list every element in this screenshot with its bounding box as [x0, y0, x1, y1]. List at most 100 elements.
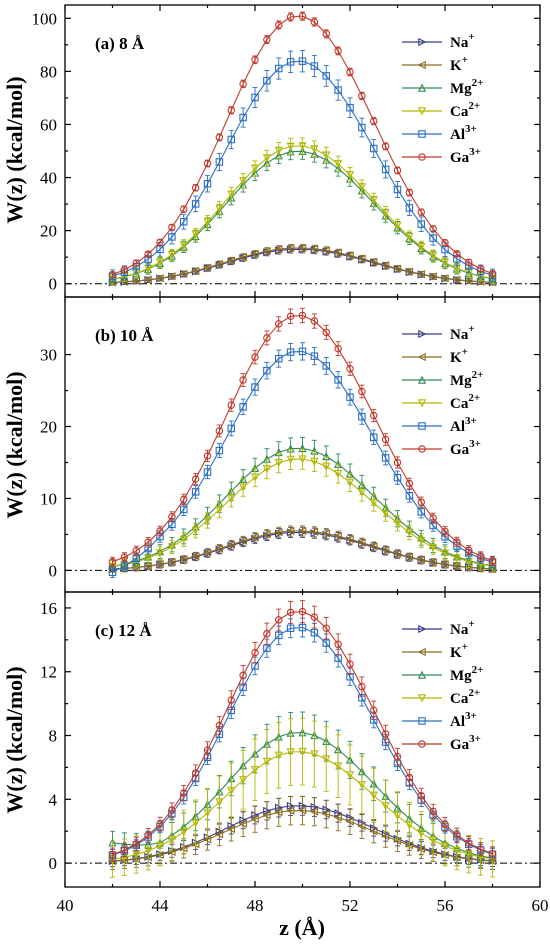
data-point — [250, 164, 260, 173]
data-point — [345, 170, 355, 180]
data-point — [333, 813, 342, 822]
data-point — [464, 839, 473, 847]
data-point — [180, 205, 188, 213]
data-point — [250, 249, 259, 258]
legend-label: K+ — [450, 54, 468, 74]
data-point — [179, 555, 188, 564]
data-point — [132, 547, 141, 555]
legend-label: Na+ — [450, 618, 475, 638]
y-axis-label-a: W(z) (kcal/mol) — [2, 76, 27, 223]
data-point — [405, 528, 414, 537]
data-point — [262, 757, 271, 766]
data-point — [215, 505, 224, 514]
data-point — [357, 183, 366, 192]
data-point — [417, 243, 426, 252]
legend-marker — [418, 422, 426, 430]
data-point — [286, 624, 295, 633]
data-point — [334, 47, 342, 55]
data-point — [227, 494, 236, 503]
data-point — [226, 824, 235, 834]
data-point — [214, 260, 224, 269]
data-point — [179, 535, 188, 544]
data-point — [298, 747, 307, 757]
x-tick-label: 56 — [437, 896, 454, 915]
x-tick-label: 48 — [247, 896, 264, 915]
data-point — [381, 165, 390, 174]
data-point — [191, 769, 200, 777]
data-point — [381, 454, 390, 462]
data-point — [155, 560, 164, 569]
data-point — [322, 72, 330, 80]
data-point — [309, 807, 319, 816]
legend-label: Ga3+ — [450, 733, 481, 753]
data-point — [262, 247, 271, 256]
data-point — [274, 631, 283, 640]
data-point — [286, 748, 295, 757]
data-point — [215, 721, 224, 730]
data-point — [417, 498, 425, 506]
data-point — [369, 791, 378, 800]
data-point — [168, 806, 176, 814]
data-point — [298, 455, 307, 464]
panel-title: (b) 10 Å — [95, 326, 154, 345]
data-point — [416, 555, 426, 564]
y-tick-label: 16 — [40, 599, 57, 618]
data-point — [227, 401, 236, 409]
legend-label: Na+ — [450, 323, 475, 343]
data-point — [357, 488, 366, 497]
legend-label: Ga3+ — [450, 146, 481, 166]
legend-marker — [418, 153, 426, 161]
data-point — [393, 166, 402, 175]
legend-marker — [417, 670, 427, 679]
data-point — [441, 527, 449, 536]
data-point — [274, 808, 283, 817]
data-point — [393, 812, 402, 821]
data-point — [120, 553, 129, 561]
data-point — [298, 57, 307, 65]
data-point — [322, 755, 331, 764]
data-point — [453, 538, 461, 546]
data-point — [345, 251, 354, 260]
data-point — [191, 183, 200, 192]
data-point — [156, 820, 164, 828]
data-point — [381, 730, 390, 738]
data-point — [227, 106, 236, 115]
data-point — [404, 552, 414, 562]
legend-marker — [418, 624, 427, 634]
data-point — [203, 746, 212, 754]
data-point — [440, 842, 450, 851]
data-point — [334, 344, 342, 353]
data-point — [346, 103, 354, 112]
data-point — [440, 560, 449, 569]
data-point — [286, 806, 295, 815]
data-point — [250, 815, 259, 824]
data-point — [405, 479, 414, 488]
data-point — [405, 492, 414, 500]
data-point — [429, 234, 437, 242]
panel-title: (a) 8 Å — [95, 34, 145, 53]
data-point — [405, 773, 414, 782]
data-point — [345, 535, 354, 544]
data-point — [321, 529, 331, 538]
data-point — [239, 177, 248, 186]
x-tick-label: 40 — [57, 896, 74, 915]
data-point — [227, 135, 236, 144]
data-point — [108, 557, 117, 566]
panel-1: 0 20 40 60 80 100 (a) 8 Å Na+ K+ Mg2+ Ca2+ Al3+ Ga3+ — [32, 4, 541, 298]
data-point — [239, 776, 248, 785]
data-point — [428, 272, 437, 281]
data-point — [381, 142, 390, 151]
data-point — [286, 526, 295, 536]
data-point — [274, 354, 283, 363]
data-point — [464, 276, 473, 285]
data-point — [464, 546, 473, 554]
data-point — [203, 809, 212, 818]
data-point — [464, 850, 473, 859]
data-point — [333, 248, 342, 257]
data-point — [298, 142, 307, 151]
data-point — [369, 433, 378, 442]
data-point — [417, 508, 425, 516]
data-point — [358, 412, 366, 421]
data-point — [369, 542, 378, 551]
series-k — [108, 795, 497, 870]
